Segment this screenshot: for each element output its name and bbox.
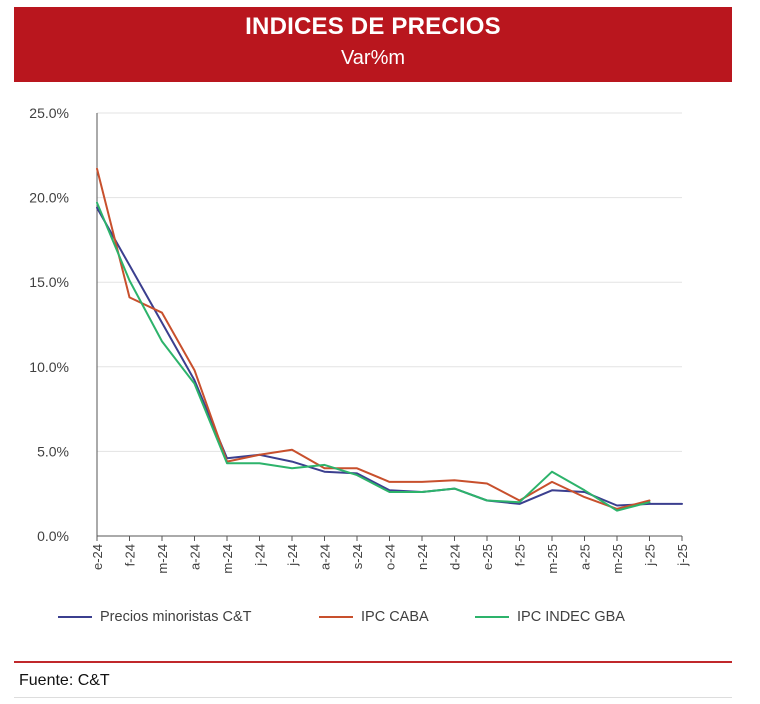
legend-item-ipc-caba: IPC CABA — [319, 609, 429, 625]
x-tick-label: a-25 — [578, 544, 593, 570]
axes — [96, 113, 683, 541]
y-tick-label: 5.0% — [37, 443, 69, 459]
x-tick-label: f-25 — [513, 544, 528, 566]
legend-label-ipc-indec-gba: IPC INDEC GBA — [517, 609, 625, 625]
y-axis-tick-labels: 0.0% 5.0% 10.0% 15.0% 20.0% 25.0% — [29, 105, 69, 544]
chart-subtitle: Var%m — [340, 47, 406, 69]
y-tick-label: 15.0% — [29, 274, 69, 290]
legend-item-precios-minoristas: Precios minoristas C&T — [58, 609, 251, 625]
x-tick-label: m-25 — [610, 544, 625, 574]
chart-header-banner: INDICES DE PRECIOS Var%m — [14, 7, 732, 82]
x-tick-label: s-24 — [350, 544, 365, 569]
x-tick-label: j-25 — [675, 544, 690, 567]
legend-swatch-ipc-indec-gba — [475, 616, 509, 618]
x-tick-label: m-24 — [220, 544, 235, 574]
x-tick-label: m-24 — [155, 544, 170, 574]
x-tick-label: e-25 — [480, 544, 495, 570]
legend-swatch-ipc-caba — [319, 616, 353, 618]
x-tick-label: a-24 — [318, 544, 333, 570]
bottom-divider — [14, 697, 732, 698]
source-note: Fuente: C&T — [19, 672, 110, 689]
legend-label-ipc-caba: IPC CABA — [361, 609, 429, 625]
x-tick-label: j-25 — [643, 544, 658, 567]
series-line-1 — [96, 206, 683, 507]
chart-legend: Precios minoristas C&T IPC CABA IPC INDE… — [0, 609, 760, 633]
series-line-3 — [96, 201, 651, 512]
line-chart: 0.0% 5.0% 10.0% 15.0% 20.0% 25.0% e-24 f-24 m-2… — [29, 105, 690, 574]
x-tick-label: j-24 — [285, 544, 300, 567]
x-tick-label: j-24 — [253, 544, 268, 567]
x-tick-label: m-25 — [545, 544, 560, 574]
chart-title: INDICES DE PRECIOS — [245, 13, 501, 40]
gridlines — [97, 112, 682, 452]
x-tick-label: e-24 — [90, 544, 105, 570]
y-tick-label: 20.0% — [29, 190, 69, 206]
y-tick-label: 0.0% — [37, 528, 69, 544]
footer-divider — [14, 661, 732, 663]
x-tick-label: a-24 — [188, 544, 203, 570]
x-axis-tick-labels: e-24 f-24 m-24 a-24 m-24 j-24 j-24 a-24 s-24 o-24… — [90, 544, 690, 574]
y-tick-label: 25.0% — [29, 105, 69, 121]
legend-item-ipc-indec-gba: IPC INDEC GBA — [475, 609, 625, 625]
series-lines — [96, 167, 683, 512]
series-line-2 — [96, 167, 651, 510]
x-tick-label: f-24 — [123, 544, 138, 566]
x-tick-label: n-24 — [415, 544, 430, 570]
legend-swatch-precios-minoristas — [58, 616, 92, 618]
y-tick-label: 10.0% — [29, 359, 69, 375]
legend-label-precios-minoristas: Precios minoristas C&T — [100, 609, 252, 625]
x-tick-label: o-24 — [383, 544, 398, 570]
x-tick-label: d-24 — [448, 544, 463, 570]
